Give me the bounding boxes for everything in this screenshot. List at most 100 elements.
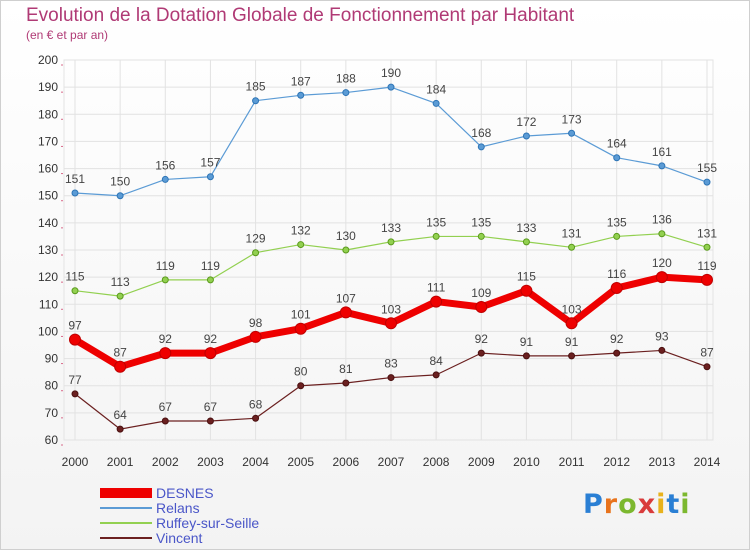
data-point — [432, 232, 440, 240]
data-point — [477, 143, 485, 151]
data-label: 67 — [204, 400, 218, 414]
legend-item: Ruffey-sur-Seille — [100, 514, 260, 531]
data-point — [206, 417, 214, 425]
data-point — [387, 83, 395, 91]
y-tick-label: 110 — [39, 297, 58, 311]
x-tick-label: 2003 — [197, 455, 224, 469]
data-label: 107 — [336, 291, 356, 305]
data-point — [522, 132, 530, 140]
data-label: 109 — [471, 286, 491, 300]
x-tick-label: 2014 — [694, 455, 721, 469]
data-point — [475, 301, 488, 313]
data-label: 172 — [516, 115, 536, 129]
y-tick-label: 180 — [38, 107, 58, 121]
data-point — [613, 349, 621, 357]
data-point — [294, 322, 307, 335]
data-point — [116, 292, 124, 300]
data-point — [385, 317, 397, 330]
data-labels: 151 150 156 157 185 187 188 190 184 168 172 173 164 1… — [65, 66, 717, 422]
data-label: 111 — [427, 281, 446, 295]
data-label: 129 — [246, 232, 266, 246]
data-point — [161, 276, 169, 284]
data-point — [161, 417, 169, 425]
legend: DESNES Relans Ruffey-sur-Seille Vincent — [100, 485, 260, 546]
data-label: 119 — [156, 259, 175, 273]
data-point — [342, 246, 350, 254]
data-label: 151 — [65, 172, 85, 186]
data-label: 131 — [697, 226, 717, 240]
data-label: 92 — [204, 332, 218, 346]
legend-label: Vincent — [156, 529, 203, 546]
data-label: 91 — [520, 335, 534, 349]
data-point — [477, 232, 485, 240]
data-label: 133 — [516, 221, 536, 235]
data-label: 173 — [562, 112, 582, 126]
y-tick-label: 190 — [38, 80, 58, 94]
data-label: 119 — [697, 259, 716, 273]
legend-swatch — [100, 536, 152, 539]
data-label: 150 — [110, 175, 130, 189]
series-layer — [69, 83, 713, 433]
y-tick-label: 160 — [38, 162, 58, 176]
data-label: 80 — [294, 365, 308, 379]
y-tick-label: 130 — [38, 243, 58, 257]
legend-swatch — [100, 521, 152, 524]
data-label: 116 — [607, 267, 626, 281]
data-label: 103 — [381, 302, 401, 316]
data-label: 98 — [249, 316, 263, 330]
x-tick-label: 2000 — [62, 455, 89, 469]
data-point — [522, 238, 530, 246]
data-point — [252, 414, 260, 422]
data-label: 92 — [610, 332, 624, 346]
y-tick-label: 200 — [38, 53, 58, 67]
data-point — [206, 276, 214, 284]
data-point — [613, 232, 621, 240]
chart-title: Evolution de la Dotation Globale de Fonc… — [26, 5, 575, 26]
data-label: 93 — [655, 329, 669, 343]
y-tick-label: 90 — [45, 352, 59, 366]
data-point — [161, 175, 169, 183]
data-point — [568, 243, 576, 251]
data-label: 81 — [339, 362, 353, 376]
data-point — [342, 379, 350, 387]
data-point — [116, 192, 124, 200]
data-label: 185 — [246, 80, 266, 94]
y-tick-label: 140 — [38, 216, 58, 230]
y-tick-label: 60 — [45, 433, 59, 447]
chart-subtitle: (en € et par an) — [26, 28, 109, 42]
proxiti-logo: Proxiti — [583, 489, 691, 520]
data-label: 120 — [652, 256, 672, 270]
data-point — [249, 330, 262, 343]
legend-swatch — [100, 487, 152, 498]
data-label: 130 — [336, 229, 356, 243]
data-label: 92 — [159, 332, 173, 346]
data-point — [69, 333, 81, 346]
data-point — [71, 390, 79, 398]
data-point — [252, 97, 260, 105]
data-point — [568, 129, 576, 137]
legend-item: Relans — [100, 500, 259, 516]
y-tick-label: 150 — [38, 189, 58, 203]
data-point — [206, 173, 214, 181]
data-point — [703, 363, 711, 371]
data-point — [430, 295, 443, 308]
data-point — [114, 360, 127, 373]
x-tick-label: 2007 — [378, 455, 405, 469]
data-label: 87 — [700, 346, 714, 360]
data-label: 67 — [159, 400, 173, 414]
data-label: 68 — [249, 397, 263, 411]
legend-label: Ruffey-sur-Seille — [156, 514, 260, 531]
data-point — [477, 349, 485, 357]
legend-swatch — [100, 506, 152, 509]
data-label: 135 — [471, 215, 491, 229]
data-point — [71, 287, 79, 295]
data-point — [701, 273, 713, 286]
x-tick-label: 2009 — [468, 455, 495, 469]
data-point — [613, 154, 621, 162]
y-tick-label: 170 — [38, 134, 58, 148]
x-tick-label: 2005 — [287, 455, 314, 469]
x-tick-label: 2013 — [649, 455, 676, 469]
data-label: 161 — [652, 145, 672, 159]
y-tick-label: 80 — [45, 379, 59, 393]
data-point — [116, 425, 124, 433]
